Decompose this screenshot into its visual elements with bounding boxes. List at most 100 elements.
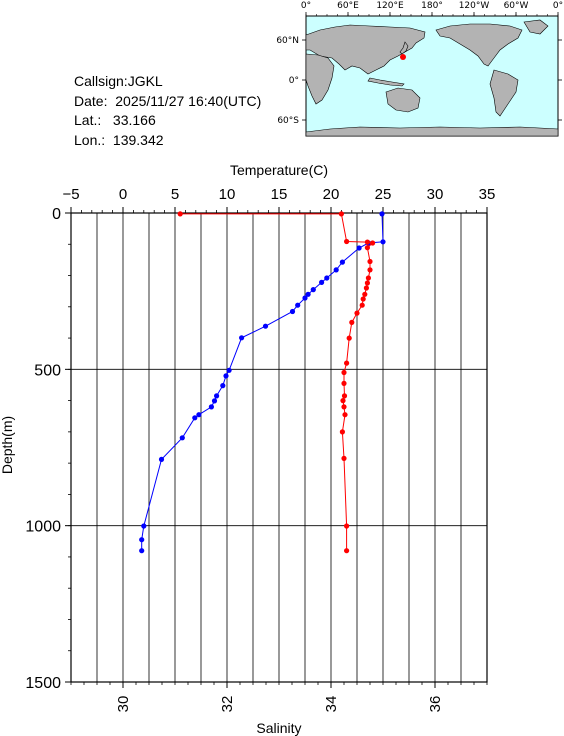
temperature-data-point bbox=[295, 302, 301, 308]
temperature-data-point bbox=[305, 291, 311, 297]
salinity-data-point bbox=[341, 369, 347, 376]
temperature-tick-label: 5 bbox=[171, 186, 179, 203]
map-land bbox=[305, 19, 559, 137]
temperature-data-point bbox=[379, 211, 385, 217]
salinity-data-point bbox=[365, 275, 371, 281]
salinity-data-point bbox=[344, 238, 350, 245]
temperature-profile-line bbox=[141, 213, 384, 551]
salinity-data-point bbox=[363, 285, 369, 291]
temperature-data-point bbox=[333, 267, 339, 273]
temperature-tick-label: 35 bbox=[479, 186, 496, 203]
temperature-axis-title: Temperature(C) bbox=[230, 162, 328, 178]
salinity-data-point bbox=[367, 267, 373, 273]
salinity-data-point bbox=[367, 258, 373, 265]
temperature-tick-label: −5 bbox=[62, 186, 79, 203]
latitude-value: 33.166 bbox=[112, 112, 156, 128]
salinity-data-point bbox=[341, 393, 348, 399]
temperature-data-point bbox=[262, 323, 269, 329]
salinity-data-point bbox=[346, 335, 352, 341]
temperature-data-point bbox=[192, 415, 198, 421]
station-info: Callsign:JGKL Date: 2025/11/27 16:40(UTC… bbox=[74, 72, 261, 150]
salinity-tick-label: 32 bbox=[219, 696, 236, 713]
salinity-tick-label: 34 bbox=[323, 696, 340, 713]
salinity-tick-label: 36 bbox=[427, 696, 444, 713]
latitude-row: Lat.: 33.166 bbox=[74, 111, 261, 131]
temperature-tick-label: 0 bbox=[119, 186, 127, 203]
temperature-data-point bbox=[310, 287, 316, 293]
salinity-data-point bbox=[354, 310, 360, 316]
salinity-data-point bbox=[341, 404, 347, 410]
map-lat-label: 0° bbox=[289, 76, 299, 86]
temperature-data-point bbox=[220, 383, 226, 389]
station-marker bbox=[400, 54, 406, 60]
map-lon-label: 120°E bbox=[376, 1, 404, 11]
temperature-data-point bbox=[158, 456, 165, 462]
map-lon-label: 60°E bbox=[337, 1, 359, 11]
salinity-data-point bbox=[362, 291, 368, 297]
depth-axis-title: Depth(m) bbox=[0, 416, 15, 474]
salinity-data-point bbox=[344, 548, 350, 554]
salinity-data-point bbox=[177, 211, 183, 217]
map-lon-label: 60°W bbox=[504, 1, 529, 11]
temperature-data-point bbox=[208, 404, 214, 410]
callsign-text: Callsign:JGKL bbox=[74, 73, 163, 89]
salinity-data-point bbox=[359, 302, 365, 308]
temperature-data-point bbox=[302, 295, 308, 301]
temperature-tick-label: 10 bbox=[219, 186, 236, 203]
salinity-data-point bbox=[341, 455, 347, 461]
map-lon-label: 0° bbox=[553, 1, 563, 11]
longitude-value: 139.342 bbox=[112, 131, 164, 148]
salinity-profile-line bbox=[180, 213, 374, 551]
chart-series bbox=[139, 211, 386, 554]
temperature-data-point bbox=[226, 367, 232, 373]
longitude-row: Lon.: 139.342 bbox=[74, 131, 261, 151]
map-lat-label: 60°N bbox=[276, 36, 299, 46]
salinity-data-point bbox=[349, 319, 355, 325]
salinity-data-point bbox=[339, 429, 345, 435]
salinity-data-point bbox=[338, 211, 344, 217]
salinity-data-point bbox=[370, 240, 376, 246]
temperature-data-point bbox=[339, 259, 345, 265]
temperature-tick-label: 15 bbox=[271, 186, 288, 203]
map-lon-label: 120°W bbox=[459, 1, 490, 11]
salinity-tick-label: 30 bbox=[115, 696, 132, 713]
temperature-tick-label: 25 bbox=[375, 186, 392, 203]
salinity-data-point bbox=[344, 523, 350, 529]
depth-tick-label: 0 bbox=[52, 206, 61, 223]
salinity-data-point bbox=[364, 239, 370, 245]
temperature-data-point bbox=[356, 245, 362, 251]
temperature-data-point bbox=[239, 335, 245, 341]
salinity-axis-title: Salinity bbox=[256, 720, 301, 736]
temperature-data-point bbox=[179, 435, 185, 441]
salinity-data-point bbox=[364, 280, 370, 286]
temperature-data-point bbox=[139, 548, 145, 554]
temperature-data-point bbox=[380, 239, 386, 245]
temperature-data-point bbox=[211, 398, 218, 404]
salinity-data-point bbox=[360, 296, 366, 302]
salinity-data-point bbox=[364, 245, 370, 251]
map-lon-label: 180° bbox=[421, 1, 443, 11]
salinity-data-point bbox=[340, 398, 346, 404]
latitude-label: Lat.: bbox=[74, 112, 102, 128]
temperature-tick-label: 30 bbox=[427, 186, 444, 203]
depth-tick-label: 500 bbox=[34, 362, 61, 379]
temperature-data-point bbox=[223, 373, 229, 379]
chart-grid bbox=[71, 213, 487, 682]
salinity-data-point bbox=[344, 360, 350, 366]
temperature-data-point bbox=[289, 308, 296, 315]
salinity-data-point bbox=[341, 380, 347, 386]
temperature-data-point bbox=[139, 537, 145, 543]
temperature-data-point bbox=[324, 275, 330, 281]
temperature-data-point bbox=[214, 393, 220, 399]
salinity-data-point bbox=[342, 412, 348, 418]
location-map: 0° 60°E 120°E 180° 120°W 60°W 0° 60°N 0° 60°S bbox=[276, 1, 563, 137]
map-lat-label: 60°S bbox=[277, 116, 299, 126]
depth-tick-label: 1000 bbox=[25, 519, 61, 536]
map-lon-label: 0° bbox=[301, 1, 311, 11]
longitude-label: Lon.: bbox=[74, 131, 106, 148]
temperature-tick-label: 20 bbox=[323, 186, 340, 203]
date-text: Date: 2025/11/27 16:40(UTC) bbox=[74, 92, 262, 109]
temperature-data-point bbox=[141, 523, 147, 529]
